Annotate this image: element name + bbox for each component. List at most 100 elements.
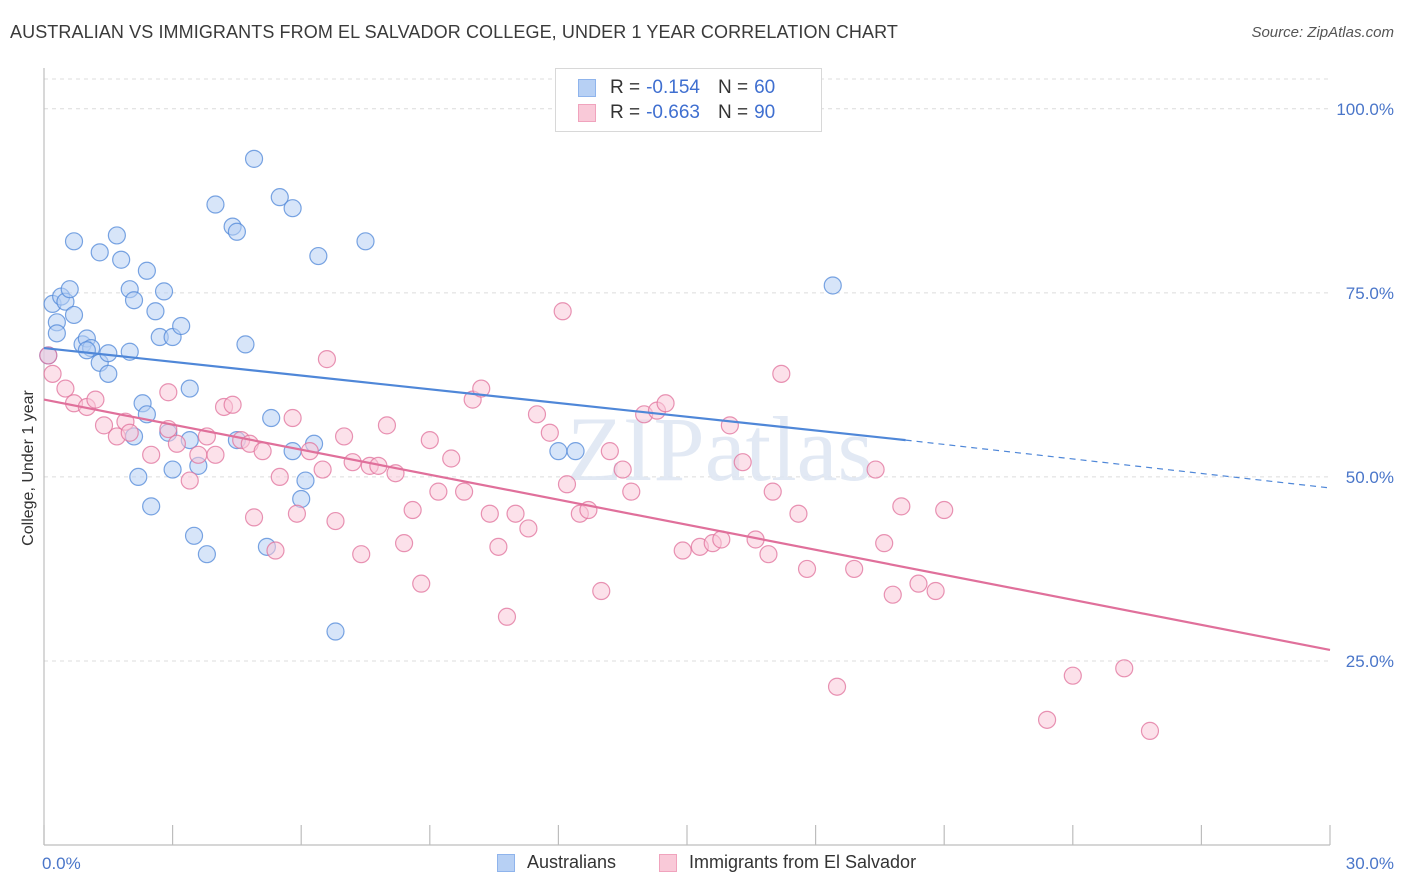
australians-point [137,261,156,280]
el-salvador-point [553,302,572,321]
legend-row-australians: R = -0.154 N = 60 [578,77,775,99]
australians-swatch [497,853,515,872]
australians-point [236,335,255,354]
n-value: 60 [754,77,776,98]
series-legend: Australians Immigrants from El Salvador [0,852,1406,878]
el-salvador-swatch [578,104,596,122]
australians-point [566,442,585,461]
australians-point [64,305,84,325]
x-tick-label: 0.0% [42,854,81,873]
n-label: N = [717,77,749,98]
australians-point [283,199,302,218]
australians-point [124,291,144,310]
y-tick-label: 100.0% [1336,100,1394,119]
australians-point [154,282,174,301]
el-salvador-point [883,585,902,604]
el-salvador-point [167,434,186,453]
el-salvador-point [497,607,517,626]
el-salvador-point [56,379,75,398]
el-salvador-point [253,442,272,461]
el-salvador-point [244,508,264,527]
grid-lines [44,78,1330,662]
el-salvador-point [866,460,885,479]
australians-point [107,226,126,245]
el-salvador-point [1140,721,1160,740]
el-salvador-point [892,497,911,516]
el-salvador-swatch [659,853,677,872]
australians-point [163,460,182,479]
australians-point [549,442,568,461]
el-salvador-point [86,390,105,409]
el-salvador-point [720,416,739,435]
el-salvador-point [506,504,525,523]
el-salvador-point [656,394,675,413]
n-value: 90 [754,102,776,123]
el-salvador-point [540,423,559,442]
el-salvador-point [926,581,945,601]
r-value: -0.154 [646,77,700,98]
legend-item-australians[interactable]: Australians [497,852,616,873]
australians-point [283,442,302,461]
australians-point [47,324,66,343]
data-points [39,149,1160,740]
el-salvador-point [613,460,632,479]
el-salvador-point [527,405,547,424]
el-salvador-point [39,346,58,365]
el-salvador-point [454,482,474,501]
x-tick-label: 30.0% [1346,854,1394,873]
australians-point [309,246,328,266]
australians-point [60,280,79,299]
el-salvador-point [733,453,752,472]
el-salvador-point [313,460,332,479]
el-salvador-point [759,545,778,564]
el-salvador-point [43,364,62,383]
chart-source: Source: ZipAtlas.com [1251,24,1394,41]
el-salvador-point [334,427,354,446]
australians-point [64,232,84,251]
australians-point [206,195,225,214]
el-salvador-point [622,482,641,501]
el-salvador-trend-line [43,398,1331,651]
el-salvador-point [180,471,199,490]
r-value: -0.663 [646,102,700,123]
el-salvador-point [673,541,692,560]
el-salvador-point [206,445,225,464]
el-salvador-point [789,504,808,523]
el-salvador-point [827,677,847,696]
axes [43,68,1331,846]
y-axis-label: College, Under 1 year [20,390,37,546]
australians-point [823,276,842,295]
r-label: R = [610,102,641,123]
tick-labels: 25.0% 50.0% 75.0% 100.0% 0.0% 30.0% [42,100,1394,873]
y-tick-label: 75.0% [1346,284,1394,303]
australians-point [180,379,199,398]
el-salvador-point [489,537,508,556]
legend-row-el-salvador: R = -0.663 N = 90 [578,102,775,124]
australians-point [99,364,118,383]
australians-point [90,243,109,262]
el-salvador-point [159,383,178,402]
el-salvador-point [120,423,139,442]
australians-point [197,545,216,564]
el-salvador-point [394,534,414,553]
el-salvador-point [317,350,337,369]
el-salvador-point [266,541,285,560]
trend-lines [43,346,1331,651]
australians-trend-extension [905,439,1331,489]
el-salvador-point [442,449,461,468]
legend-item-el-salvador[interactable]: Immigrants from El Salvador [659,852,916,873]
el-salvador-point [519,519,538,538]
australians-point [146,302,165,321]
australians-point [244,149,264,168]
australians-swatch [578,79,596,97]
australians-point [112,250,131,269]
el-salvador-point [429,482,448,501]
el-salvador-point [142,445,161,464]
el-salvador-point [797,559,817,579]
el-salvador-point [377,416,397,435]
el-salvador-point [403,500,422,520]
australians-point [270,188,289,207]
australians-point [356,232,375,251]
chart-title: AUSTRALIAN VS IMMIGRANTS FROM EL SALVADO… [10,22,898,42]
el-salvador-point [326,511,345,531]
